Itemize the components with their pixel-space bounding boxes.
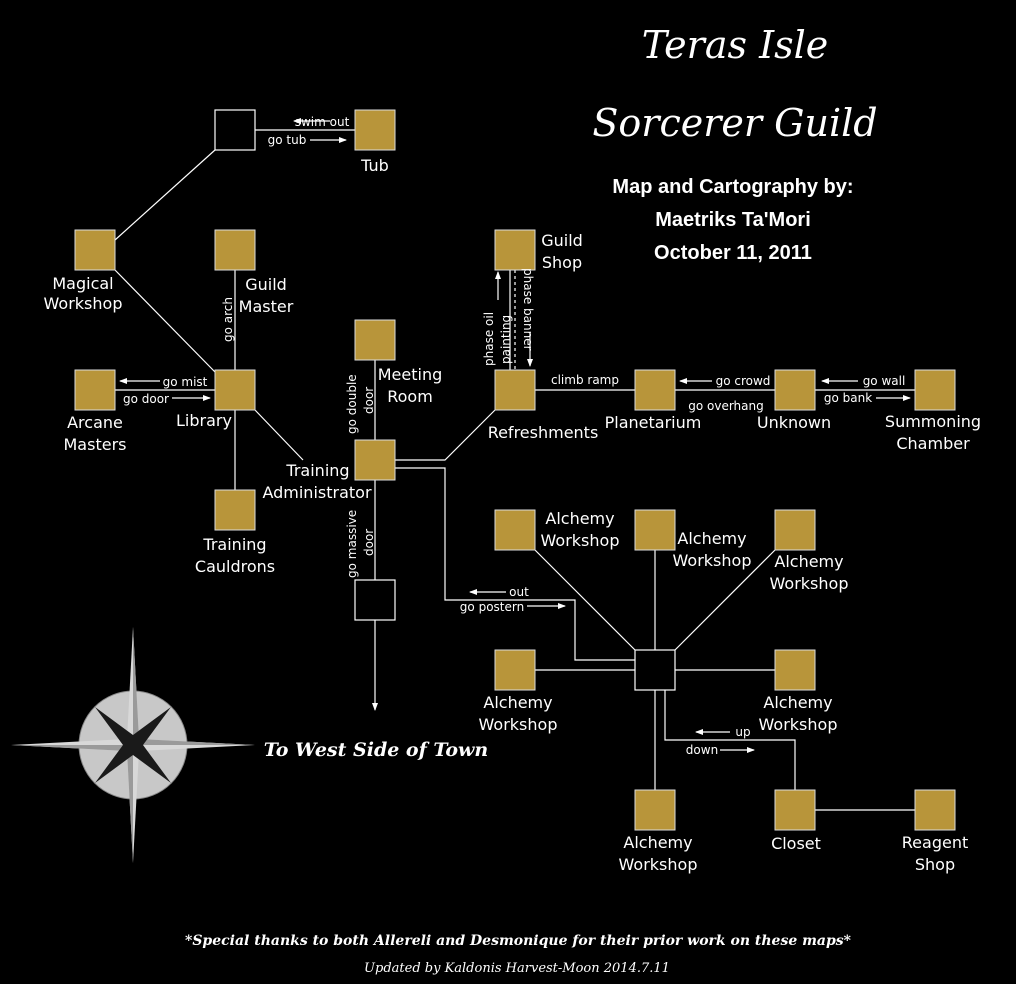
label-closet: Closet bbox=[771, 834, 821, 853]
label-alchemy-workshop-1b: Workshop bbox=[541, 531, 620, 550]
label-training-cauldrons-1: Training bbox=[202, 535, 266, 554]
connections bbox=[114, 129, 915, 811]
label-alchemy-workshop-6b: Workshop bbox=[619, 855, 698, 874]
label-alchemy-workshop-6a: Alchemy bbox=[623, 833, 692, 852]
room-summoning-chamber[interactable] bbox=[914, 369, 956, 411]
credit-line-1: Map and Cartography by: bbox=[612, 176, 853, 198]
exit-down: down bbox=[686, 743, 718, 757]
label-alchemy-workshop-2b: Workshop bbox=[673, 551, 752, 570]
footer-updated: Updated by Kaldonis Harvest-Moon 2014.7.… bbox=[364, 961, 670, 976]
label-training-administrator-2: Administrator bbox=[262, 483, 371, 502]
exit-go-bank: go bank bbox=[824, 391, 872, 405]
label-refreshments: Refreshments bbox=[488, 423, 599, 442]
room-alchemy-workshop-6[interactable] bbox=[634, 789, 676, 831]
label-training-administrator-1: Training bbox=[285, 461, 349, 480]
label-arcane-masters-1: Arcane bbox=[67, 413, 123, 432]
room-tub[interactable] bbox=[354, 109, 396, 151]
room-closet[interactable] bbox=[774, 789, 816, 831]
room-junction-south[interactable] bbox=[354, 579, 396, 621]
label-summoning-chamber-1: Summoning bbox=[885, 412, 981, 431]
label-summoning-chamber-2: Chamber bbox=[896, 434, 970, 453]
label-alchemy-workshop-5b: Workshop bbox=[759, 715, 838, 734]
label-tub: Tub bbox=[360, 156, 389, 175]
exit-go-double-door-1: go double bbox=[345, 374, 359, 434]
room-planetarium[interactable] bbox=[634, 369, 676, 411]
room-meeting-room[interactable] bbox=[354, 319, 396, 361]
exit-labels: swim out go tub go arch go mist go door … bbox=[123, 115, 905, 757]
exit-climb-ramp: climb ramp bbox=[551, 373, 619, 387]
room-alchemy-hub[interactable] bbox=[634, 649, 676, 691]
room-guild-shop[interactable] bbox=[494, 229, 536, 271]
exit-go-mist: go mist bbox=[163, 375, 208, 389]
label-unknown: Unknown bbox=[757, 413, 831, 432]
room-alchemy-workshop-2[interactable] bbox=[634, 509, 676, 551]
label-magical-workshop-1: Magical bbox=[52, 274, 113, 293]
room-alchemy-workshop-1[interactable] bbox=[494, 509, 536, 551]
exit-phase-oil-painting-1: phase oil bbox=[482, 312, 496, 366]
label-alchemy-workshop-4b: Workshop bbox=[479, 715, 558, 734]
label-training-cauldrons-2: Cauldrons bbox=[195, 557, 275, 576]
label-alchemy-workshop-3b: Workshop bbox=[770, 574, 849, 593]
exit-go-massive-door-2: door bbox=[362, 529, 376, 556]
exit-phase-banner: phase banner bbox=[521, 268, 535, 351]
exit-go-door: go door bbox=[123, 392, 169, 406]
compass-rose-icon bbox=[11, 627, 255, 863]
title-line-1: Teras Isle bbox=[642, 23, 828, 67]
room-labels: Tub Magical Workshop Guild Master Guild … bbox=[44, 156, 982, 874]
room-guild-master[interactable] bbox=[214, 229, 256, 271]
label-alchemy-workshop-4a: Alchemy bbox=[483, 693, 552, 712]
label-reagent-shop-1: Reagent bbox=[902, 833, 968, 852]
room-alchemy-workshop-5[interactable] bbox=[774, 649, 816, 691]
direction-arrows bbox=[119, 118, 911, 753]
label-meeting-room-1: Meeting bbox=[378, 365, 443, 384]
exit-go-double-door-2: door bbox=[362, 387, 376, 414]
rooms bbox=[74, 109, 956, 831]
room-reagent-shop[interactable] bbox=[914, 789, 956, 831]
label-alchemy-workshop-2a: Alchemy bbox=[677, 529, 746, 548]
exit-go-wall: go wall bbox=[863, 374, 906, 388]
room-junction-north[interactable] bbox=[214, 109, 256, 151]
room-training-cauldrons[interactable] bbox=[214, 489, 256, 531]
exit-up: up bbox=[735, 725, 750, 739]
destination-label: To West Side of Town bbox=[264, 739, 488, 761]
label-library: Library bbox=[176, 411, 232, 430]
room-magical-workshop[interactable] bbox=[74, 229, 116, 271]
label-alchemy-workshop-1a: Alchemy bbox=[545, 509, 614, 528]
label-guild-shop-2: Shop bbox=[542, 253, 582, 272]
room-library[interactable] bbox=[214, 369, 256, 411]
room-training-administrator[interactable] bbox=[354, 439, 396, 481]
label-arcane-masters-2: Masters bbox=[64, 435, 127, 454]
label-guild-master-1: Guild bbox=[245, 275, 287, 294]
room-unknown[interactable] bbox=[774, 369, 816, 411]
label-magical-workshop-2: Workshop bbox=[44, 294, 123, 313]
exit-swim-out: swim out bbox=[295, 115, 350, 129]
room-alchemy-workshop-3[interactable] bbox=[774, 509, 816, 551]
label-reagent-shop-2: Shop bbox=[915, 855, 955, 874]
label-meeting-room-2: Room bbox=[387, 387, 433, 406]
exit-go-overhang: go overhang bbox=[688, 399, 764, 413]
label-alchemy-workshop-5a: Alchemy bbox=[763, 693, 832, 712]
exit-out: out bbox=[509, 585, 529, 599]
exit-phase-oil-painting-2: painting bbox=[499, 315, 513, 364]
exit-go-arch: go arch bbox=[221, 297, 235, 342]
label-planetarium: Planetarium bbox=[605, 413, 702, 432]
footer-thanks: *Special thanks to both Allereli and Des… bbox=[185, 933, 852, 949]
label-alchemy-workshop-3a: Alchemy bbox=[774, 552, 843, 571]
room-refreshments[interactable] bbox=[494, 369, 536, 411]
exit-go-postern: go postern bbox=[460, 600, 524, 614]
credit-author: Maetriks Ta'Mori bbox=[655, 209, 811, 231]
label-guild-shop-1: Guild bbox=[541, 231, 583, 250]
label-guild-master-2: Master bbox=[239, 297, 294, 316]
credit-date: October 11, 2011 bbox=[654, 242, 812, 264]
room-arcane-masters[interactable] bbox=[74, 369, 116, 411]
title-line-2: Sorcerer Guild bbox=[592, 101, 877, 145]
exit-go-tub: go tub bbox=[268, 133, 307, 147]
exit-go-crowd: go crowd bbox=[716, 374, 771, 388]
room-alchemy-workshop-4[interactable] bbox=[494, 649, 536, 691]
exit-go-massive-door-1: go massive bbox=[345, 510, 359, 578]
